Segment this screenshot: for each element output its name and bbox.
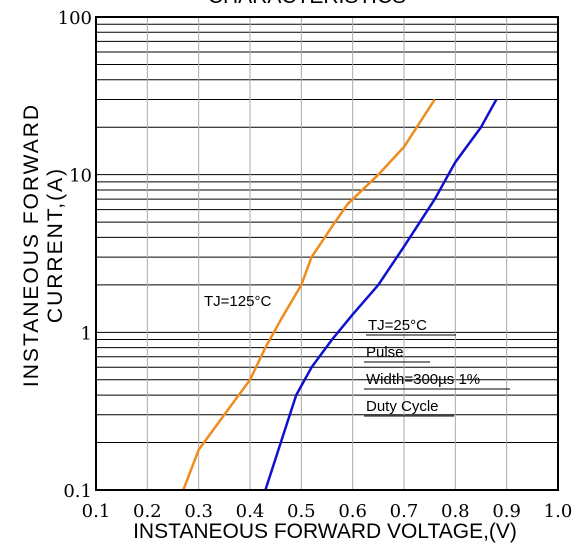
annotations-layer: TJ=125°C TJ=25°C Pulse Width=300µs 1% Du… xyxy=(204,293,510,417)
annotation-tj125: TJ=125°C xyxy=(204,293,271,310)
annotation-width: Width=300µs 1% xyxy=(366,371,480,388)
y-tick-label: 100 xyxy=(58,8,92,29)
y-axis-title-line-1: INSTANEOUS FORWARD xyxy=(20,103,43,387)
y-tick-label: 10 xyxy=(69,166,92,187)
annotation-tj25: TJ=25°C xyxy=(368,317,427,334)
x-tick-label: 0.1 xyxy=(82,501,111,522)
x-tick-label: 1.0 xyxy=(544,501,573,522)
series-line-0 xyxy=(182,98,436,491)
x-tick-labels: 0.1 0.2 0.3 0.4 0.5 0.6 0.7 0.8 0.9 1.0 xyxy=(82,501,573,522)
x-tick-label: 0.5 xyxy=(287,501,316,522)
y-tick-labels: 100 10 1 0.1 xyxy=(58,8,92,502)
x-tick-label: 0.2 xyxy=(133,501,162,522)
plot-frame xyxy=(95,16,559,491)
y-tick-label: 1 xyxy=(81,323,92,344)
series-line-1 xyxy=(264,98,498,491)
chart-title: CHARACTERISTICS xyxy=(208,0,406,8)
x-tick-label: 0.6 xyxy=(338,501,367,522)
series-layer xyxy=(182,98,498,491)
annotation-pulse: Pulse xyxy=(366,344,404,361)
y-axis-title-line-2: CURRENT,(A) xyxy=(44,167,67,323)
x-axis-title: INSTANEOUS FORWARD VOLTAGE,(V) xyxy=(133,520,517,543)
y-tick-label: 0.1 xyxy=(63,481,92,502)
y-axis-title: INSTANEOUS FORWARD CURRENT,(A) xyxy=(20,103,67,387)
x-tick-label: 0.9 xyxy=(492,501,521,522)
x-tick-label: 0.8 xyxy=(441,501,470,522)
x-tick-label: 0.7 xyxy=(390,501,419,522)
x-tick-label: 0.3 xyxy=(184,501,213,522)
grid xyxy=(96,17,558,490)
annotation-duty-cycle: Duty Cycle xyxy=(366,398,439,415)
x-tick-label: 0.4 xyxy=(236,501,265,522)
